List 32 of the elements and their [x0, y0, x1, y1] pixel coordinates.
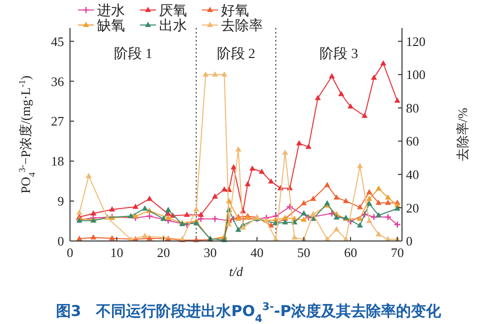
y2-axis-title: 去除率/% — [455, 108, 470, 162]
y2-tick-label: 20 — [406, 200, 419, 216]
annotation: 阶段 1 — [114, 46, 152, 62]
y-tick-label: 0 — [58, 234, 64, 249]
y2-tick-label: 0 — [406, 234, 412, 249]
y-tick-label: 36 — [51, 74, 64, 89]
y2-tick-label: 40 — [406, 166, 419, 182]
x-tick-label: 10 — [110, 245, 124, 260]
y-tick-label: 27 — [51, 114, 64, 129]
x-tick-label: 50 — [297, 245, 310, 260]
legend-label: 去除率 — [221, 18, 263, 34]
annotation: 阶段 2 — [216, 46, 256, 62]
x-tick-label: 60 — [344, 245, 358, 260]
x-tick-label: 20 — [157, 245, 170, 260]
legend-label: 缺氧 — [97, 18, 125, 34]
y-tick-label: 45 — [51, 34, 64, 49]
y-tick-label: 18 — [51, 154, 64, 169]
annotation: 阶段 3 — [320, 46, 358, 62]
y-tick-label: 9 — [58, 194, 64, 209]
y2-tick-label: 100 — [406, 67, 426, 82]
x-tick-label: 40 — [250, 245, 264, 260]
x-tick-label: 30 — [204, 245, 217, 260]
y2-tick-label: 120 — [406, 34, 426, 49]
x-tick-label: 70 — [390, 245, 404, 260]
y2-tick-label: 60 — [406, 134, 419, 149]
x-axis-title: t/d — [229, 264, 244, 279]
legend-label: 出水 — [159, 18, 187, 34]
text: 图3 不同运行阶段进出水PO$_{4}$$^{3-}$-P浓度及其去除率的变化 — [56, 301, 442, 324]
y2-tick-label: 80 — [406, 100, 419, 116]
legend-label: 好氧 — [221, 4, 249, 19]
legend-label: 厌氧 — [159, 4, 187, 19]
legend-label: 进水 — [97, 2, 125, 19]
